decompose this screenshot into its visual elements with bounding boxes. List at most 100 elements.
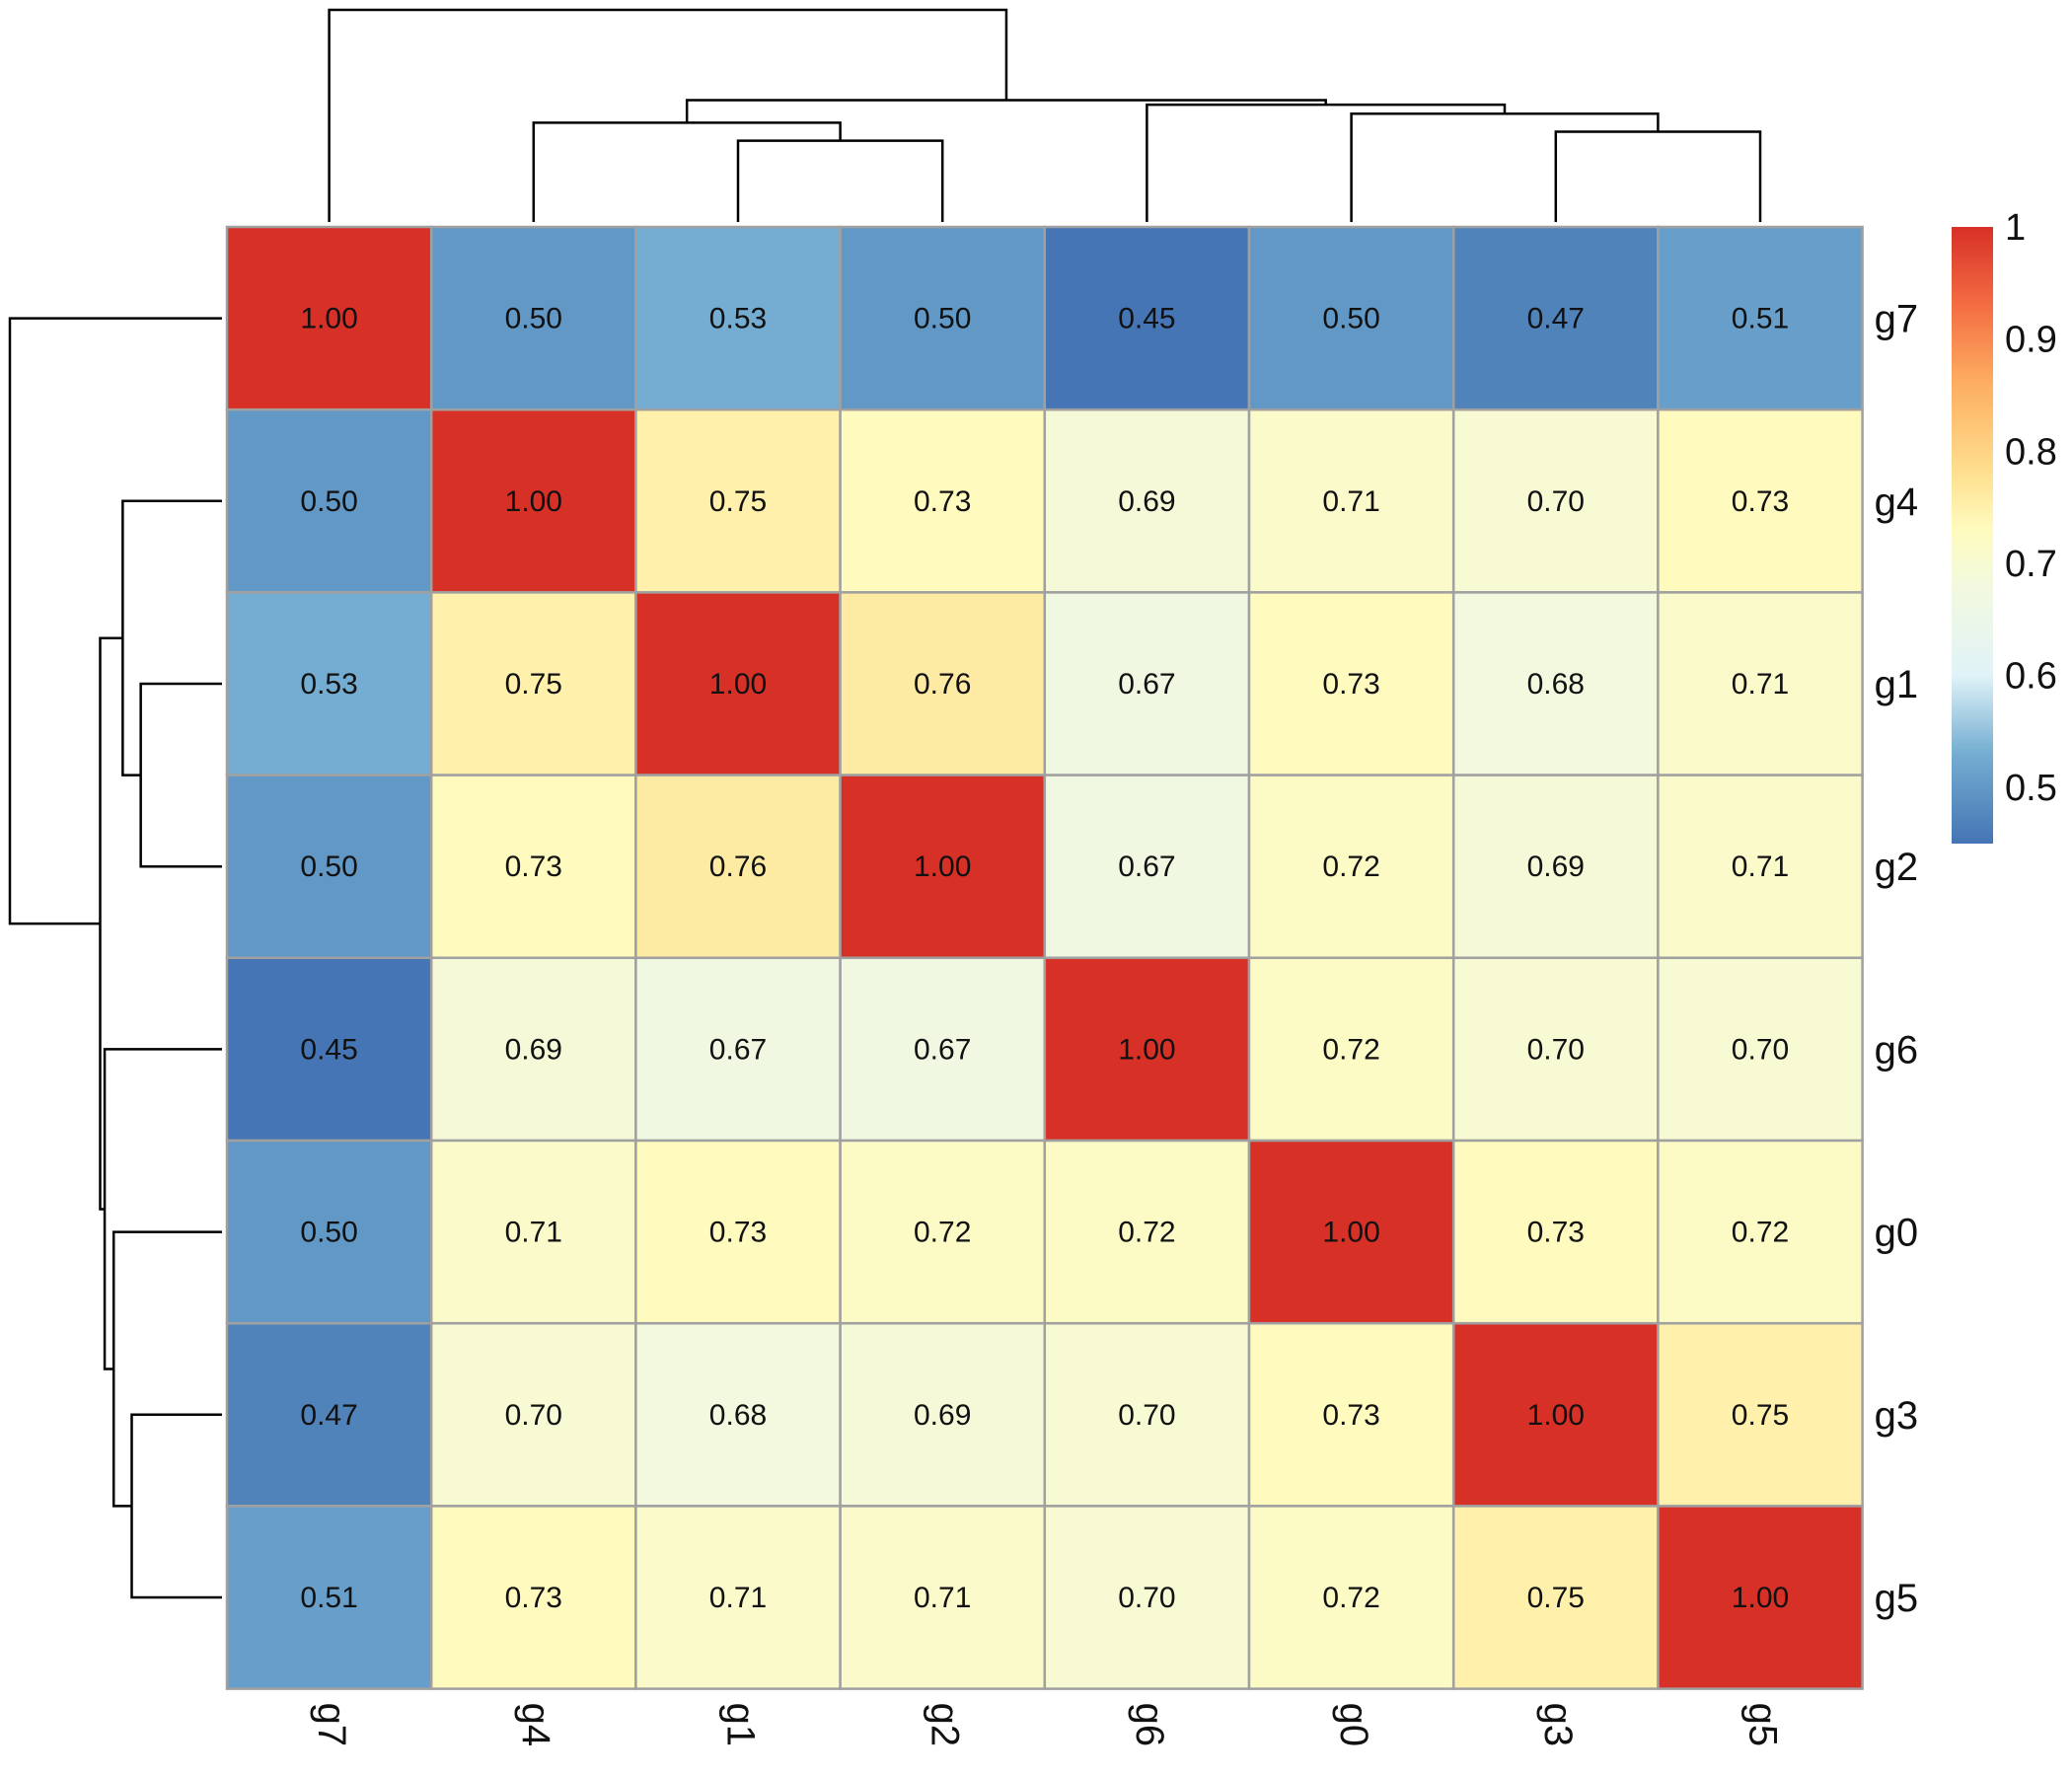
dendrogram-branch — [1554, 130, 1762, 222]
heatmap-cell — [225, 956, 433, 1143]
heatmap-cell — [634, 1321, 842, 1508]
cell-value-label: 0.50 — [1322, 303, 1379, 335]
cell-value-label: 0.67 — [1118, 851, 1175, 883]
heatmap-cell — [225, 1139, 433, 1325]
legend-tick-label: 0.5 — [2005, 768, 2057, 809]
heatmap-cell — [1657, 591, 1864, 777]
row-dendrogram — [8, 317, 222, 1599]
cell-value-label: 0.73 — [1527, 1217, 1585, 1249]
heatmap-cell — [1043, 1139, 1251, 1325]
row-label: g4 — [1875, 481, 1919, 524]
cell-value-label: 0.73 — [914, 485, 971, 518]
cell-value-label: 0.71 — [914, 1582, 971, 1614]
heatmap-cell — [429, 591, 637, 777]
dendrogram-branch — [1146, 103, 1507, 222]
row-label: g5 — [1875, 1577, 1919, 1620]
heatmap-cell — [429, 1321, 637, 1508]
dendrogram-branch — [103, 1048, 222, 1370]
cell-value-label: 0.72 — [914, 1217, 971, 1249]
cell-value-label: 0.71 — [709, 1582, 767, 1614]
column-labels: g7 g4 g1 g2 g6 g0 g3 g5 — [310, 1703, 1784, 1747]
dendrogram-branch — [111, 1230, 222, 1508]
cell-value-label: 1.00 — [914, 851, 971, 883]
heatmap-cell — [1247, 1321, 1455, 1508]
cell-value-label: 1.00 — [1118, 1033, 1175, 1066]
cell-value-label: 1.00 — [300, 303, 357, 335]
heatmap-cell — [1657, 1505, 1864, 1690]
dendrogram-branch — [8, 317, 222, 925]
heatmap-cell — [634, 956, 842, 1143]
cell-value-label: 0.76 — [709, 851, 767, 883]
legend-tick-label: 1 — [2005, 207, 2026, 249]
heatmap-cell — [429, 407, 637, 594]
cell-value-label: 0.71 — [1732, 668, 1789, 701]
cell-value-label: 1.00 — [505, 485, 562, 518]
heatmap-cell — [1247, 956, 1455, 1143]
heatmap-cell — [1451, 1321, 1660, 1508]
row-labels: g7 g4 g1 g2 g6 g0 g3 g5 — [1875, 298, 1919, 1620]
cell-value-label: 0.69 — [505, 1033, 562, 1066]
heatmap-cell — [634, 774, 842, 960]
cell-value-label: 0.50 — [300, 485, 357, 518]
cell-value-label: 0.45 — [300, 1033, 357, 1066]
cell-value-label: 0.75 — [1527, 1582, 1585, 1614]
cell-value-label: 1.00 — [1732, 1582, 1789, 1614]
cell-value-label: 0.70 — [505, 1399, 562, 1432]
heatmap-cell — [634, 225, 842, 411]
heatmap-cell — [429, 1505, 637, 1690]
heatmap-cell — [634, 407, 842, 594]
cell-value-label: 0.53 — [300, 668, 357, 701]
heatmap-cell — [1247, 774, 1455, 960]
cell-value-label: 0.51 — [1732, 303, 1789, 335]
heatmap-cell — [634, 1505, 842, 1690]
cell-value-label: 0.70 — [1732, 1033, 1789, 1066]
cell-value-label: 0.50 — [300, 1217, 357, 1249]
heatmap-cell — [1043, 591, 1251, 777]
cell-value-label: 0.72 — [1322, 851, 1379, 883]
dendrogram-branch — [139, 682, 222, 868]
cell-value-label: 0.73 — [709, 1217, 767, 1249]
dendrogram-branch — [328, 8, 1008, 222]
legend-tick-label: 0.9 — [2005, 320, 2057, 361]
heatmap-cell — [429, 774, 637, 960]
cell-value-label: 0.75 — [1732, 1399, 1789, 1432]
column-label: g7 — [310, 1703, 353, 1747]
heatmap-cells: 1.00 0.50 0.53 0.50 0.45 0.50 0.47 0.51 0.50 1.00… — [225, 225, 1864, 1690]
cell-value-label: 0.50 — [505, 303, 562, 335]
legend-tick-label: 0.6 — [2005, 656, 2057, 698]
cell-value-label: 0.50 — [300, 851, 357, 883]
cell-value-label: 0.47 — [300, 1399, 357, 1432]
heatmap-cell — [1657, 407, 1864, 594]
cell-value-label: 0.68 — [1527, 668, 1585, 701]
cell-value-label: 0.70 — [1527, 485, 1585, 518]
dendrogram-branch — [736, 139, 944, 222]
cell-value-label: 1.00 — [709, 668, 767, 701]
cell-value-label: 0.76 — [914, 668, 971, 701]
row-label: g1 — [1875, 663, 1919, 706]
row-label: g2 — [1875, 846, 1919, 889]
cell-value-label: 0.72 — [1322, 1033, 1379, 1066]
column-dendrogram — [328, 8, 1762, 222]
column-label: g0 — [1332, 1703, 1375, 1747]
heatmap-cell — [1451, 774, 1660, 960]
cell-value-label: 0.73 — [1322, 1399, 1379, 1432]
heatmap-cell — [429, 225, 637, 411]
cell-value-label: 0.75 — [709, 485, 767, 518]
legend-tick-label: 0.7 — [2005, 544, 2057, 585]
dendrogram-branch — [1350, 111, 1660, 222]
cell-value-label: 0.73 — [1732, 485, 1789, 518]
cell-value-label: 0.71 — [1322, 485, 1379, 518]
cell-value-label: 0.69 — [1527, 851, 1585, 883]
heatmap-cell — [1043, 1321, 1251, 1508]
heatmap-cell — [1451, 591, 1660, 777]
legend-tick-label: 0.8 — [2005, 431, 2057, 473]
cell-value-label: 0.67 — [914, 1033, 971, 1066]
cell-value-label: 0.73 — [505, 851, 562, 883]
heatmap-cell — [1043, 1505, 1251, 1690]
cell-value-label: 0.70 — [1118, 1399, 1175, 1432]
heatmap-cell — [1657, 1139, 1864, 1325]
cell-value-label: 0.70 — [1527, 1033, 1585, 1066]
heatmap-cell — [429, 1139, 637, 1325]
legend-ticks: 1 0.9 0.8 0.7 0.6 0.5 — [2005, 207, 2057, 809]
